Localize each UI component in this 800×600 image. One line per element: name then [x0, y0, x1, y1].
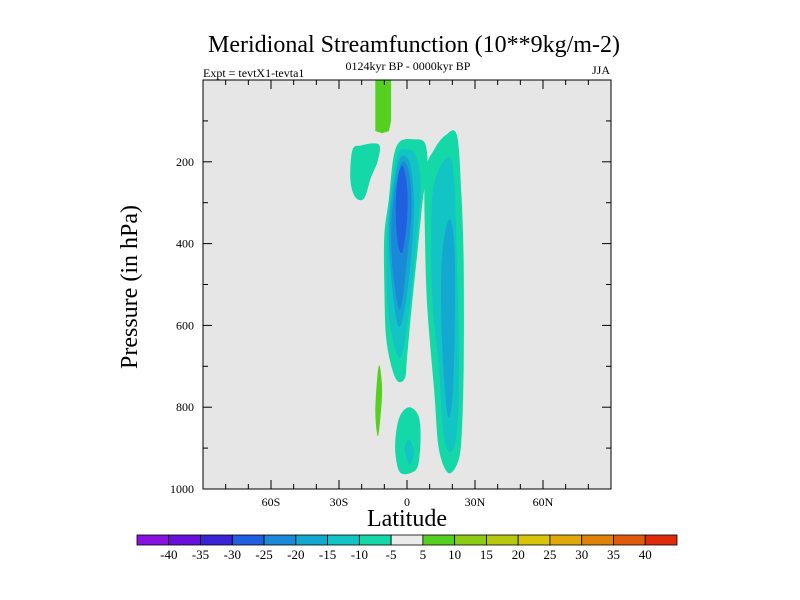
- colorbar-label: -15: [319, 547, 336, 562]
- colorbar-box: [422, 534, 456, 546]
- x-tick-label: 0: [404, 495, 410, 509]
- contour-layer: [350, 80, 464, 475]
- y-tick-label: 600: [176, 318, 194, 332]
- x-tick-label: 30N: [465, 495, 486, 509]
- colorbar: -40 -35 -30 -25 -20 -15 -10 -5 5 10 15 20 25 30 35 40: [136, 534, 678, 562]
- colorbar-label: -30: [224, 547, 241, 562]
- contour-right-negative-cell-15: [441, 219, 456, 418]
- colorbar-box: [486, 534, 519, 546]
- colorbar-label: 10: [448, 547, 461, 562]
- contour-bottom-negative-blob-10: [404, 439, 414, 465]
- x-tick-label: 60N: [533, 495, 554, 509]
- subtitle-center: 0124kyr BP - 0000kyr BP: [346, 59, 471, 73]
- colorbar-box: [231, 534, 265, 546]
- x-tick-label: 30S: [330, 495, 349, 509]
- subtitle-right: JJA: [592, 63, 610, 77]
- colorbar-label: 5: [420, 547, 427, 562]
- colorbar-label: 15: [480, 547, 493, 562]
- colorbar-label: 25: [543, 547, 556, 562]
- colorbar-label: -5: [386, 547, 397, 562]
- colorbar-box: [454, 534, 487, 546]
- colorbar-box: [358, 534, 392, 546]
- colorbar-label: -20: [287, 547, 304, 562]
- colorbar-box: [517, 534, 551, 546]
- colorbar-box: [390, 534, 424, 546]
- colorbar-box: [327, 534, 360, 546]
- colorbar-box: [200, 534, 233, 546]
- colorbar-box: [549, 534, 583, 546]
- colorbar-box: [263, 534, 297, 546]
- y-tick-label: 1000: [170, 482, 194, 496]
- x-axis: 60S 30S 0 30N 60N: [225, 80, 589, 509]
- y-tick-label: 400: [176, 237, 194, 251]
- colorbar-box: [613, 534, 646, 546]
- y-tick-label: 800: [176, 400, 194, 414]
- chart-title: Meridional Streamfunction (10**9kg/m-2): [208, 32, 620, 58]
- colorbar-label: 35: [607, 547, 620, 562]
- contour-main-negative-cell-25: [395, 165, 408, 254]
- contour-nh-left-blob: [350, 143, 381, 201]
- contour-top-positive-plume: [375, 80, 392, 134]
- subtitle-left: Expt = tevtX1-tevta1: [203, 66, 304, 80]
- colorbar-label: 30: [575, 547, 588, 562]
- contour-small-positive-sliver: [375, 365, 383, 437]
- colorbar-box: [644, 534, 678, 546]
- colorbar-label: -40: [160, 547, 177, 562]
- y-axis: 200 400 600 800 1000: [170, 120, 611, 496]
- colorbar-label: -10: [351, 547, 368, 562]
- x-axis-label: Latitude: [367, 506, 447, 532]
- colorbar-box: [581, 534, 614, 546]
- colorbar-label: -35: [192, 547, 209, 562]
- y-tick-label: 200: [176, 155, 194, 169]
- colorbar-label: 20: [512, 547, 525, 562]
- x-tick-label: 60S: [262, 495, 281, 509]
- y-axis-label: Pressure (in hPa): [117, 205, 143, 369]
- colorbar-box: [136, 534, 170, 546]
- colorbar-label: 40: [639, 547, 652, 562]
- colorbar-box: [295, 534, 328, 546]
- colorbar-box: [168, 534, 201, 546]
- colorbar-label: -25: [255, 547, 272, 562]
